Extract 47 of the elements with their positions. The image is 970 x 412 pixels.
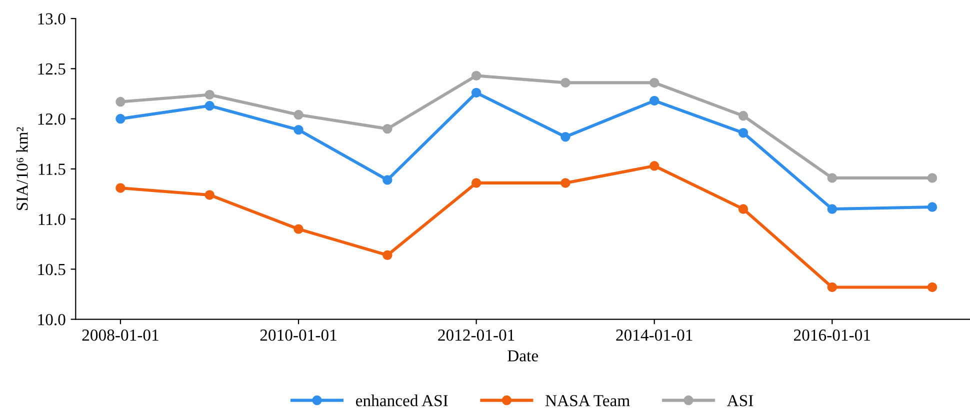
point	[294, 124, 304, 135]
point	[827, 173, 838, 183]
legend-label: ASI	[726, 395, 754, 406]
point	[649, 96, 660, 106]
point	[471, 178, 482, 188]
x-tick-label: 2008-01-01	[82, 330, 158, 341]
x-tick-label: 2014-01-01	[616, 330, 692, 341]
y-tick-label: 10.5	[38, 264, 66, 276]
y-tick-label: 12.5	[38, 63, 66, 75]
point	[738, 128, 748, 138]
point	[560, 78, 570, 88]
point	[927, 282, 938, 292]
y-axis-title: SIA/10⁶ km²	[16, 127, 28, 210]
point	[204, 100, 214, 111]
legend-label: NASA Team	[546, 395, 630, 406]
point	[471, 88, 482, 98]
point	[204, 190, 214, 200]
point	[927, 202, 938, 212]
point	[738, 204, 748, 214]
point	[827, 282, 838, 292]
point	[294, 110, 304, 120]
point	[927, 173, 938, 183]
point	[382, 124, 392, 134]
y-tick-label: 10.0	[38, 314, 66, 326]
y-tick-label: 13.0	[38, 13, 66, 25]
y-tick-label: 11.5	[38, 164, 66, 175]
point	[116, 114, 126, 124]
point	[382, 250, 392, 260]
x-tick-label: 2016-01-01	[794, 330, 870, 341]
point	[649, 161, 660, 171]
x-tick-label: 2010-01-01	[260, 330, 336, 341]
point	[471, 70, 482, 81]
point	[294, 224, 304, 234]
y-tick-label: 11.0	[38, 214, 66, 226]
point	[204, 90, 214, 100]
x-axis-title: Date	[508, 350, 538, 362]
point	[116, 183, 126, 193]
legend-label: enhanced ASI	[356, 394, 448, 406]
point	[116, 96, 126, 107]
point	[827, 204, 838, 214]
point	[560, 132, 570, 142]
point	[738, 110, 748, 121]
point	[382, 175, 392, 185]
point	[649, 78, 660, 88]
x-tick-label: 2012-01-01	[438, 330, 514, 341]
point	[560, 178, 570, 188]
y-tick-label: 12.0	[38, 113, 66, 125]
